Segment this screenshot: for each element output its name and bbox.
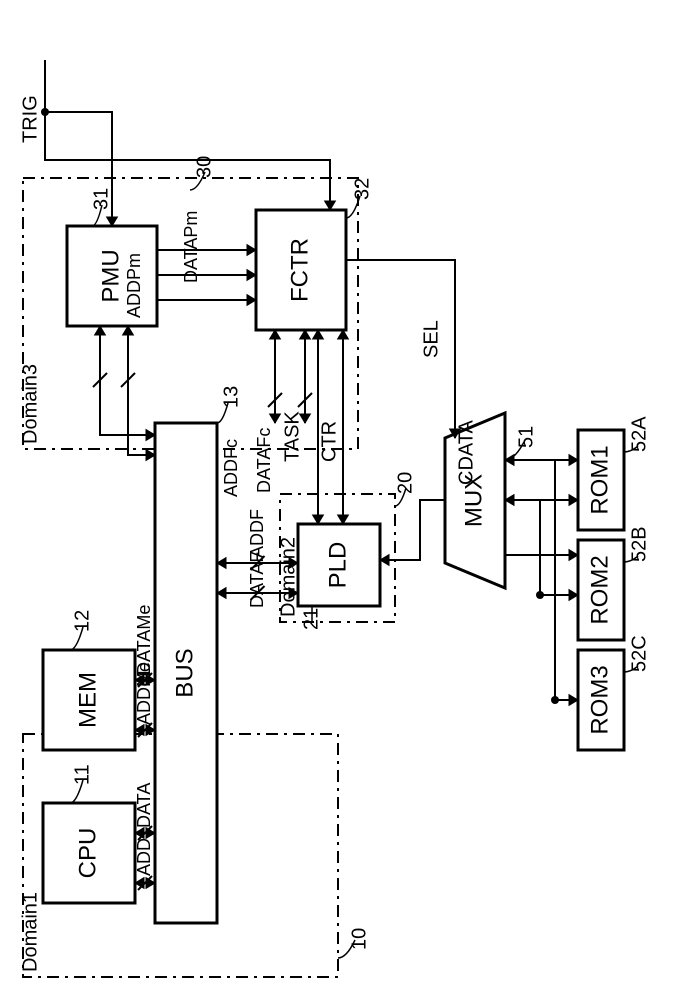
signal-label: CTR: [318, 421, 340, 462]
ref-label: 20: [394, 472, 416, 494]
ref-label: 52B: [628, 526, 650, 562]
signal-label: ADDF: [247, 509, 267, 558]
ref-label: 13: [220, 386, 242, 408]
signal-label: DATAFc: [254, 428, 274, 493]
rom2-label: ROM2: [586, 555, 613, 624]
signal-label: Domain2: [277, 537, 299, 617]
signal-label: Domain1: [19, 892, 41, 972]
rom3-label: ROM3: [586, 665, 613, 734]
ref-label: 52A: [628, 416, 650, 452]
signal-label: DATAF: [247, 552, 267, 608]
pmu-label: PMU: [97, 249, 124, 302]
signal-label: ADD: [134, 838, 154, 876]
signal-label: DATAMe: [134, 605, 154, 675]
signal-label: DATAPm: [181, 211, 201, 283]
cpu-label: CPU: [74, 828, 101, 879]
ref-label: 51: [515, 426, 537, 448]
ref-label: 11: [71, 764, 93, 785]
fctr-label: FCTR: [286, 238, 313, 302]
ref-label: 10: [348, 928, 370, 950]
signal-label: Domain3: [19, 364, 41, 444]
ref-label: 52C: [628, 635, 650, 672]
mem-label: MEM: [74, 672, 101, 728]
ref-label: 32: [351, 178, 373, 200]
rom1-label: ROM1: [586, 445, 613, 514]
signal-label: DATA: [134, 783, 154, 828]
signal-label: ADDFc: [221, 439, 241, 497]
ref-label: 31: [90, 188, 112, 210]
signal-label: ADDPm: [124, 253, 144, 318]
bus-label: BUS: [171, 648, 198, 697]
signal-label: TRIG: [19, 95, 41, 143]
signal-label: TASK: [281, 411, 303, 462]
pld-label: PLD: [324, 542, 351, 589]
ref-label: 12: [71, 610, 93, 632]
ref-label: 21: [300, 608, 322, 630]
signal-label: SEL: [420, 320, 442, 358]
